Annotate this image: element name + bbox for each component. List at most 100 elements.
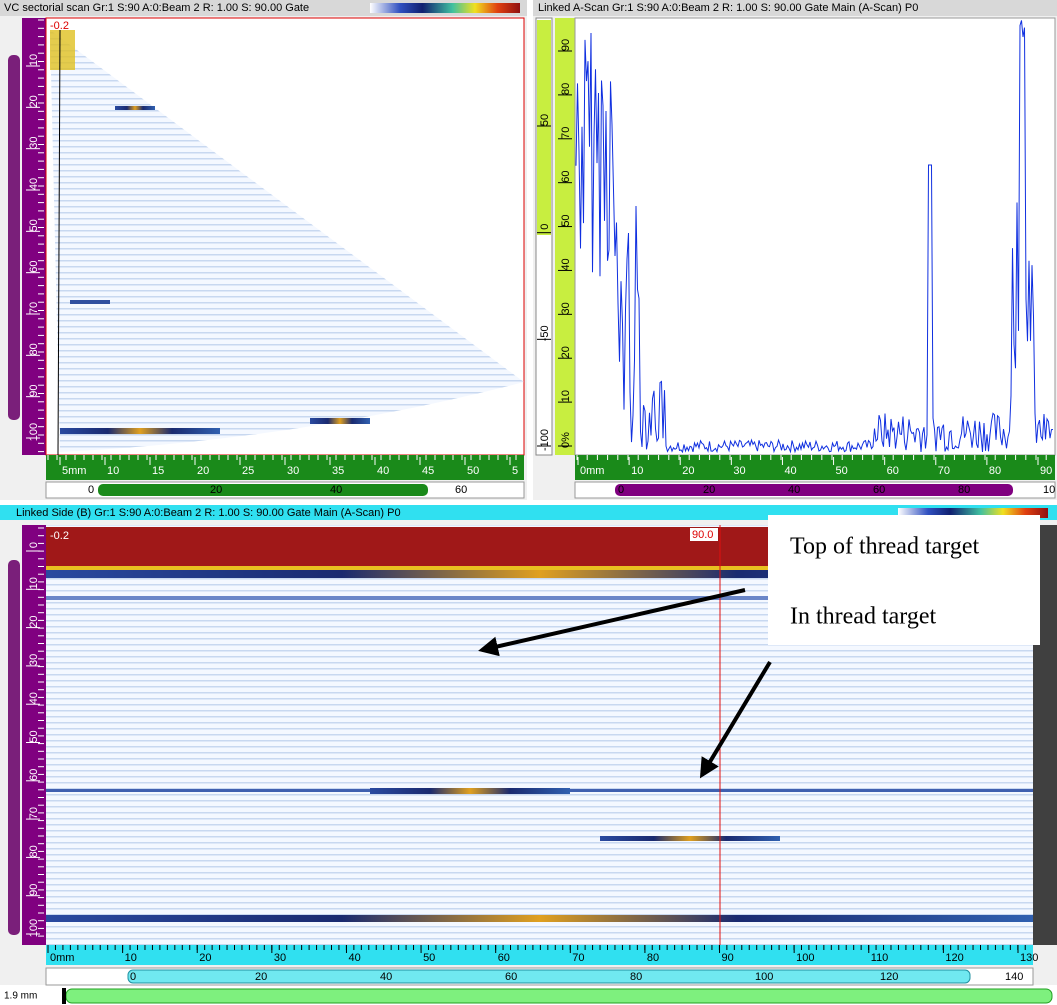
ruler-label: 30 (28, 137, 40, 149)
echo (370, 788, 570, 794)
ruler-label: 0 (88, 484, 94, 496)
ruler-label: 60 (505, 971, 517, 983)
ascan-area (575, 18, 1055, 455)
page: Ultrasonic scan views {"sectorial": {"ti… (0, 0, 1057, 1005)
ruler-label: 60 (28, 261, 40, 273)
ruler-label: 40 (377, 465, 389, 477)
ruler-label: 80 (560, 83, 572, 95)
ruler-label: 35 (332, 465, 344, 477)
panel-title: VC sectorial scan Gr:1 S:90 A:0:Beam 2 R… (4, 2, 309, 14)
ruler-label: 100 (796, 952, 814, 964)
ruler-label: 70 (28, 302, 40, 314)
ruler-label: 70 (572, 952, 584, 964)
cursor-label: 90.0 (692, 529, 713, 541)
ruler-label: 30 (560, 302, 572, 314)
panel-title: Linked Side (B) Gr:1 S:90 A:0:Beam 2 R: … (16, 507, 401, 519)
ruler-label: 120 (880, 971, 898, 983)
ruler-label: 10 (1043, 484, 1055, 496)
ruler-label: 90 (1040, 465, 1052, 477)
ruler-label: 10 (107, 465, 119, 477)
ruler-label: 40 (348, 952, 360, 964)
echo (50, 30, 75, 70)
ruler-label: 25 (242, 465, 254, 477)
annotation: In thread target (790, 604, 936, 630)
ruler-label: 70 (560, 127, 572, 139)
ruler-label: 40 (28, 178, 40, 190)
scrollbar[interactable] (98, 484, 428, 496)
ruler-label: 30 (733, 465, 745, 477)
ruler-label: 30 (274, 952, 286, 964)
amp-gauge[interactable] (537, 20, 551, 235)
ruler-label: 30 (28, 654, 40, 666)
ruler-label: 20 (28, 95, 40, 107)
color-bar (370, 3, 520, 13)
ruler-label: 40 (380, 971, 392, 983)
ruler-label: 90 (28, 385, 40, 397)
ruler-label: 60 (873, 484, 885, 496)
ruler-label: 15 (152, 465, 164, 477)
ruler-label: 100 (28, 423, 40, 441)
ruler-label: 20 (197, 465, 209, 477)
ruler-label: 0 (130, 971, 136, 983)
ruler-label: 80 (28, 845, 40, 857)
ruler-label: 120 (945, 952, 963, 964)
ruler-label: -100 (539, 429, 551, 451)
ruler-label: 40 (788, 484, 800, 496)
ruler-label: 20 (28, 615, 40, 627)
ruler-label: 40 (784, 465, 796, 477)
ruler-label: 10 (28, 54, 40, 66)
scrollbar[interactable] (66, 989, 1052, 1003)
scroll-thumb[interactable] (62, 988, 66, 1004)
ruler-label: 45 (422, 465, 434, 477)
scrollbar[interactable] (8, 560, 20, 935)
cursor-label: -0.2 (50, 20, 69, 32)
ruler-label: 50 (467, 465, 479, 477)
ruler-label: 80 (647, 952, 659, 964)
ruler-label: 80 (958, 484, 970, 496)
ruler-label: 0 (28, 542, 40, 548)
ruler-label: 10 (631, 465, 643, 477)
ui: VC sectorial scan Gr:1 S:90 A:0:Beam 2 R… (0, 0, 1057, 1005)
ruler-label: 80 (989, 465, 1001, 477)
ruler-label: 110 (871, 952, 889, 964)
ruler-label: 140 (1005, 971, 1023, 983)
ruler-label: 50 (836, 465, 848, 477)
ruler-label: 60 (498, 952, 510, 964)
body: VC sectorial scan Gr:1 S:90 A:0:Beam 2 R… (0, 0, 1057, 1005)
ruler-label: 40 (560, 258, 572, 270)
ruler-label: 10 (125, 952, 137, 964)
ruler-label: 40 (330, 484, 342, 496)
ruler-label: 20 (199, 952, 211, 964)
ruler-label: 5mm (62, 465, 86, 477)
ruler-label: 100 (28, 919, 40, 937)
ruler-label: 40 (28, 692, 40, 704)
ruler-label: 90 (722, 952, 734, 964)
ruler-label: 10 (560, 390, 572, 402)
cursor-label: -0.2 (50, 530, 69, 542)
ruler-label: 30 (287, 465, 299, 477)
echo (600, 836, 780, 841)
ruler-label: 50 (28, 219, 40, 231)
scrollbar[interactable] (8, 55, 20, 420)
ruler-label: 0 (539, 224, 551, 230)
scrollbar[interactable] (615, 484, 1013, 496)
ruler-label: 20 (703, 484, 715, 496)
ruler-label: 20 (210, 484, 222, 496)
ruler-label: 90 (28, 884, 40, 896)
ruler-label: 50 (28, 730, 40, 742)
ruler-label: 0 (618, 484, 624, 496)
ruler-label: 0mm (50, 952, 74, 964)
ruler-label: 20 (560, 346, 572, 358)
depth-ruler (575, 455, 1055, 480)
ruler-label: 20 (682, 465, 694, 477)
echo (310, 418, 370, 424)
ruler-label: 90 (560, 39, 572, 51)
ruler-label: -50 (539, 325, 551, 341)
echo-band (46, 915, 1033, 922)
ruler-label: 130 (1020, 952, 1038, 964)
panel-title: Linked A-Scan Gr:1 S:90 A:0:Beam 2 R: 1.… (538, 2, 918, 14)
echo (115, 106, 155, 110)
ruler-label: 80 (630, 971, 642, 983)
ruler-label: 60 (560, 171, 572, 183)
ruler-label: 50 (423, 952, 435, 964)
